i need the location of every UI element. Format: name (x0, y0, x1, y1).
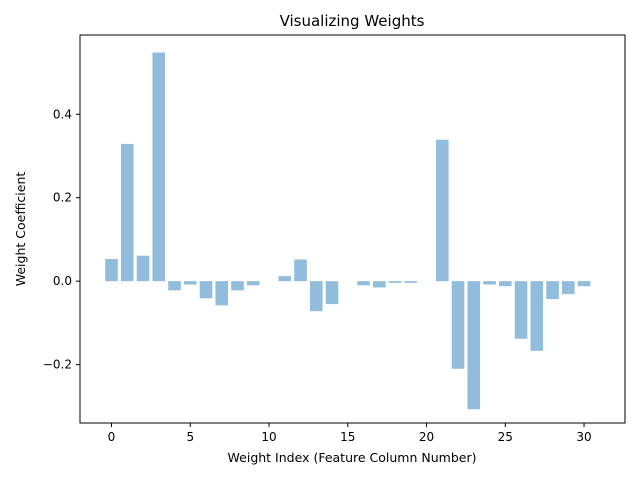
bar-8 (231, 281, 244, 291)
y-axis-ticks: −0.2 0.0 0.2 0.4 (43, 107, 80, 372)
bar-5 (183, 281, 197, 285)
x-tick-label: 20 (419, 430, 434, 444)
bar-26 (514, 281, 528, 339)
x-tick-label: 5 (186, 430, 194, 444)
bar-22 (451, 281, 465, 369)
bar-16 (357, 281, 370, 286)
bar-2 (136, 255, 150, 282)
bar-25 (498, 281, 512, 287)
bar-13 (309, 281, 323, 312)
bar-9 (246, 281, 260, 286)
y-tick-label: −0.2 (43, 358, 72, 372)
bar-3 (152, 52, 166, 282)
y-tick-label: 0.2 (53, 191, 72, 205)
bar-12 (294, 259, 307, 282)
bar-19 (404, 281, 418, 283)
y-tick-label: 0.0 (53, 274, 72, 288)
bar-6 (199, 281, 213, 299)
bar-23 (467, 281, 481, 410)
bar-29 (561, 281, 575, 295)
x-axis-label: Weight Index (Feature Column Number) (228, 450, 477, 465)
y-axis-label: Weight Coefficient (13, 172, 28, 287)
bar-4 (168, 281, 181, 291)
x-tick-label: 25 (498, 430, 513, 444)
x-tick-label: 0 (108, 430, 116, 444)
bar-30 (577, 281, 591, 287)
x-tick-label: 30 (576, 430, 591, 444)
bar-1 (120, 143, 134, 282)
bar-21 (435, 139, 449, 282)
bar-24 (483, 281, 496, 285)
bar-11 (278, 276, 292, 282)
axes-frame (79, 34, 626, 424)
y-tick-label: 0.4 (53, 107, 72, 121)
bar-0 (105, 259, 118, 282)
bar-17 (372, 281, 386, 288)
x-tick-label: 15 (340, 430, 355, 444)
bars-group (105, 52, 591, 410)
bar-27 (530, 281, 544, 351)
bar-14 (325, 281, 339, 305)
bar-7 (215, 281, 229, 306)
bar-28 (546, 281, 559, 300)
chart-title: Visualizing Weights (280, 12, 425, 30)
bar-18 (388, 281, 402, 283)
x-axis-ticks: 0 5 10 15 20 25 30 (108, 423, 592, 444)
x-tick-label: 10 (261, 430, 276, 444)
